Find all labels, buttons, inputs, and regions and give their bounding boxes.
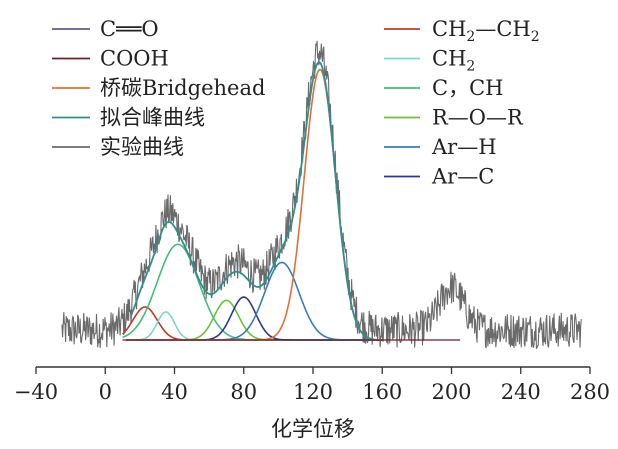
series-experimental-curve — [61, 40, 582, 350]
legend-label: 实验曲线 — [100, 135, 184, 159]
legend-label: Ar—H — [431, 135, 497, 159]
x-tick-label: 280 — [570, 380, 610, 404]
x-tick-label: 0 — [99, 380, 112, 404]
x-tick-label: 240 — [501, 380, 541, 404]
legend-label: COOH — [100, 47, 169, 71]
x-ticks: −40 0 40 80 120 160 200 240 280 — [14, 367, 610, 404]
x-tick-label: 40 — [161, 380, 188, 404]
x-tick-label: −40 — [14, 380, 58, 404]
series-layer — [61, 40, 582, 350]
legend-label: 桥碳Bridgehead — [100, 76, 265, 100]
x-axis-label: 化学位移 — [271, 417, 355, 441]
legend-label: Ar—C — [431, 165, 494, 189]
legend-label: CH2—CH2 — [432, 17, 540, 45]
x-tick-label: 120 — [293, 380, 333, 404]
x-tick-label: 160 — [362, 380, 402, 404]
x-tick-label: 80 — [230, 380, 257, 404]
series-peak-4 — [122, 296, 383, 341]
x-tick-label: 200 — [431, 380, 471, 404]
legend-label: CH2 — [432, 47, 475, 75]
series-peak-5 — [122, 261, 383, 341]
legend-label: C，CH — [432, 76, 503, 100]
legend-label: R—O—R — [432, 106, 524, 130]
series-fit-curve — [130, 61, 374, 341]
legend-label: 拟合峰曲线 — [100, 106, 205, 130]
legend-label: C══O — [100, 17, 159, 41]
